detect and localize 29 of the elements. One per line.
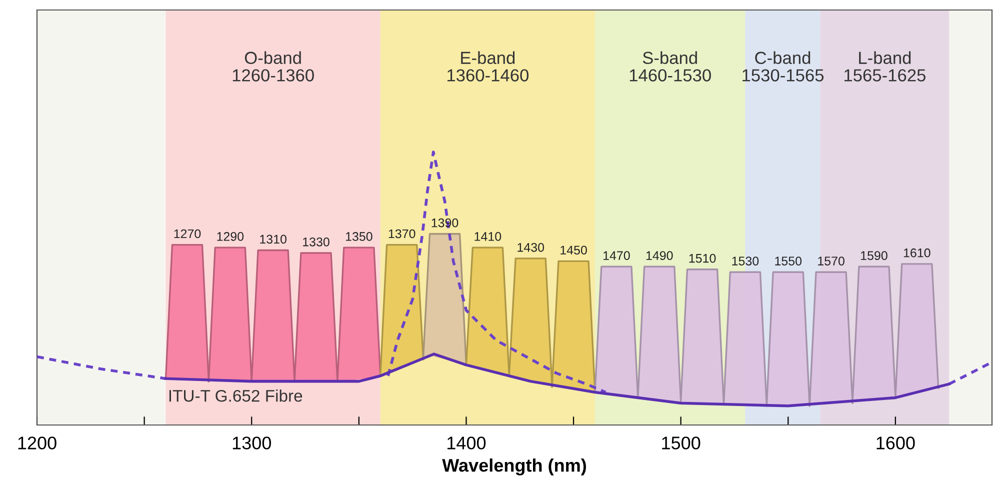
- annotation: 1310: [260, 234, 286, 244]
- annotation: 1550: [775, 256, 802, 266]
- band-label: L-band 1565-1625: [844, 51, 926, 82]
- annotation: 1430: [518, 242, 544, 252]
- x-tick-label: 1400: [448, 436, 486, 450]
- annotation: 1490: [646, 251, 673, 260]
- band-label: E-band 1360-1460: [447, 51, 529, 82]
- annotation: 1370: [388, 229, 416, 238]
- band-label: O-band 1260-1360: [232, 51, 314, 82]
- annotation: 1530: [732, 256, 759, 266]
- x-tick-label: 1200: [18, 436, 56, 450]
- x-tick-label: 1500: [662, 436, 700, 450]
- annotation: 1450: [560, 246, 587, 255]
- annotation: 1470: [603, 251, 630, 260]
- annotation: 1510: [689, 254, 716, 263]
- x-tick-label: 1600: [876, 436, 915, 450]
- annotation: 1330: [303, 238, 330, 246]
- annotation: 1570: [818, 256, 844, 266]
- annotation: 1410: [474, 232, 502, 241]
- x-tick-label: 1300: [232, 436, 271, 450]
- annotation: 1610: [904, 248, 930, 258]
- annotation: 1350: [346, 232, 372, 241]
- band-label: C-band 1530-1565: [742, 51, 824, 82]
- annotation: 1590: [861, 251, 888, 260]
- series-label: ITU-T G.652 Fibre: [169, 390, 302, 402]
- band-label: S-band 1460-1530: [630, 51, 711, 82]
- annotation: 1270: [174, 229, 201, 238]
- x-axis-title: Wavelength (nm): [442, 458, 586, 476]
- annotation: 1290: [217, 232, 244, 241]
